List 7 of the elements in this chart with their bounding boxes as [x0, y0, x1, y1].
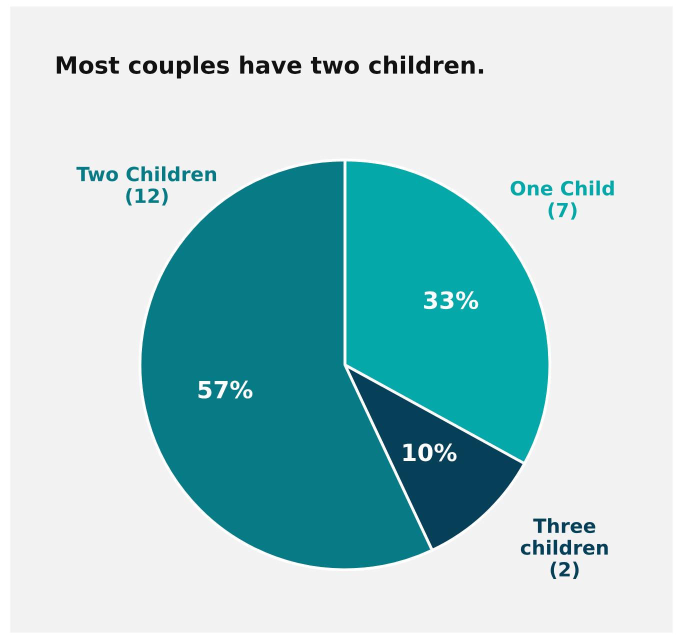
- data-label: 57%: [198, 380, 252, 399]
- data-label: 33%: [424, 291, 478, 310]
- slice-label: Two Children (12): [76, 166, 216, 206]
- data-label: 10%: [403, 443, 457, 462]
- slice-label: Three children (2): [520, 518, 608, 579]
- slice-label: One Child (7): [510, 180, 614, 220]
- chart-title: Most couples have two children.: [56, 56, 484, 79]
